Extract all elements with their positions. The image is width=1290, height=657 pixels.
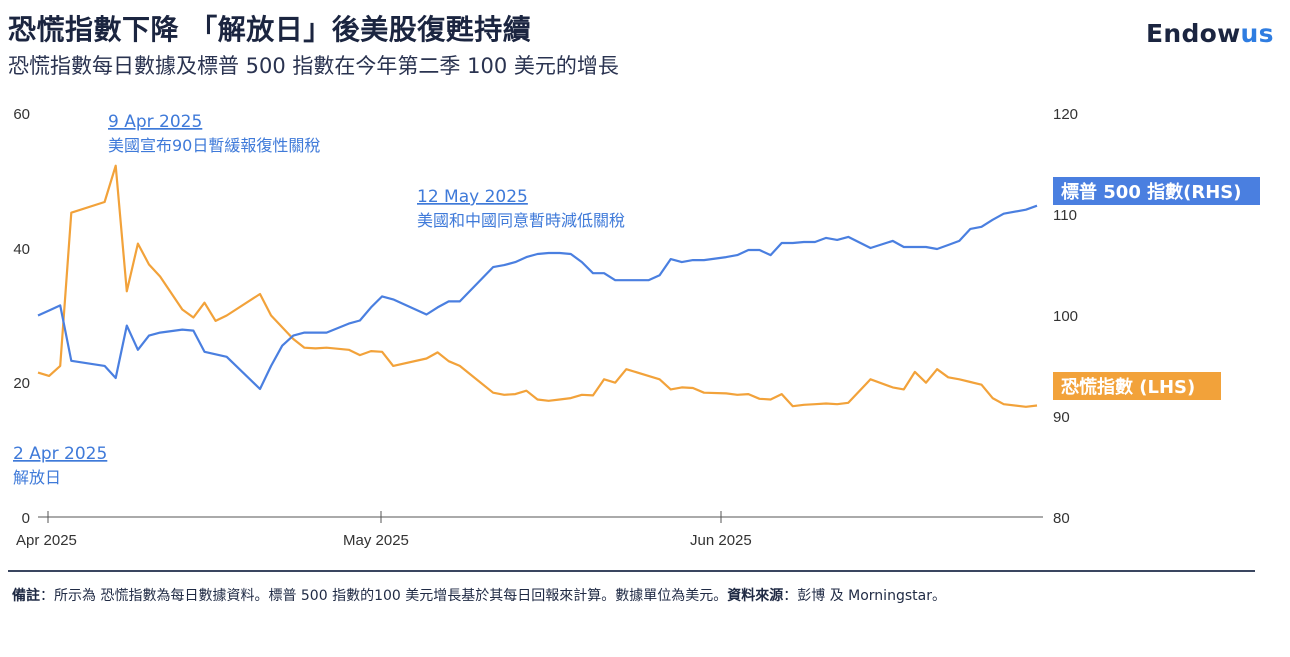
line-chart: 0 20 40 60 80 90 100 110 120 Apr 2025 Ma… — [13, 106, 1260, 549]
footnote: 備註：所示為 恐慌指數為每日數據資料。標普 500 指數的100 美元增長基於其… — [12, 585, 946, 605]
endowus-logo: Endowus — [1146, 19, 1274, 48]
annotation-2-apr: 2 Apr 2025 解放日 — [13, 444, 107, 487]
y-right-tick-label: 80 — [1053, 510, 1070, 527]
series-label-fear-text: 恐慌指數 (LHS) — [1061, 376, 1195, 398]
y-right-tick-label: 110 — [1053, 207, 1077, 224]
x-tick-label: Apr 2025 — [16, 532, 77, 549]
x-tick-label: May 2025 — [343, 532, 409, 549]
series-label-fear: 恐慌指數 (LHS) — [1053, 372, 1221, 400]
annotation-text: 美國宣布90日暫緩報復性關稅 — [108, 136, 320, 155]
series-line-sp500 — [37, 204, 1038, 391]
x-tick-label: Jun 2025 — [690, 532, 752, 549]
series-label-fear-bg — [1053, 372, 1221, 400]
annotation-date: 9 Apr 2025 — [108, 112, 202, 132]
chart-title: 恐慌指數下降 「解放日」後美股復甦持續 — [8, 13, 532, 46]
y-left-tick-label: 0 — [22, 510, 30, 527]
annotation-date: 2 Apr 2025 — [13, 444, 107, 464]
series-label-sp500: 標普 500 指數(RHS) — [1053, 177, 1260, 205]
footer-divider — [8, 570, 1255, 572]
annotation-text: 解放日 — [13, 468, 61, 487]
annotation-9-apr: 9 Apr 2025 美國宣布90日暫緩報復性關稅 — [108, 112, 320, 155]
source-text: ：彭博 及 Morningstar。 — [783, 588, 946, 604]
annotation-date: 12 May 2025 — [417, 187, 528, 207]
source-label: 資料來源 — [727, 588, 784, 604]
note-text: ：所示為 恐慌指數為每日數據資料。標普 500 指數的100 美元增長基於其每日… — [40, 588, 728, 604]
chart-subtitle: 恐慌指數每日數據及標普 500 指數在今年第二季 100 美元的增長 — [8, 54, 619, 78]
y-left-tick-label: 60 — [13, 106, 30, 123]
series-label-sp500-text: 標普 500 指數(RHS) — [1061, 181, 1241, 203]
y-right-tick-label: 90 — [1053, 409, 1070, 426]
y-left-tick-label: 20 — [13, 375, 30, 392]
note-label: 備註 — [12, 588, 40, 604]
annotation-text: 美國和中國同意暫時減低關稅 — [417, 211, 625, 230]
y-right-tick-label: 100 — [1053, 308, 1078, 325]
y-right-tick-label: 120 — [1053, 106, 1078, 123]
logo-text-accent: us — [1240, 19, 1274, 48]
y-left-tick-label: 40 — [13, 241, 30, 258]
series-line-fear-index — [37, 164, 1038, 408]
logo-text-main: Endow — [1146, 19, 1241, 48]
series-label-sp500-bg — [1053, 177, 1260, 205]
annotation-12-may: 12 May 2025 美國和中國同意暫時減低關稅 — [417, 187, 625, 230]
